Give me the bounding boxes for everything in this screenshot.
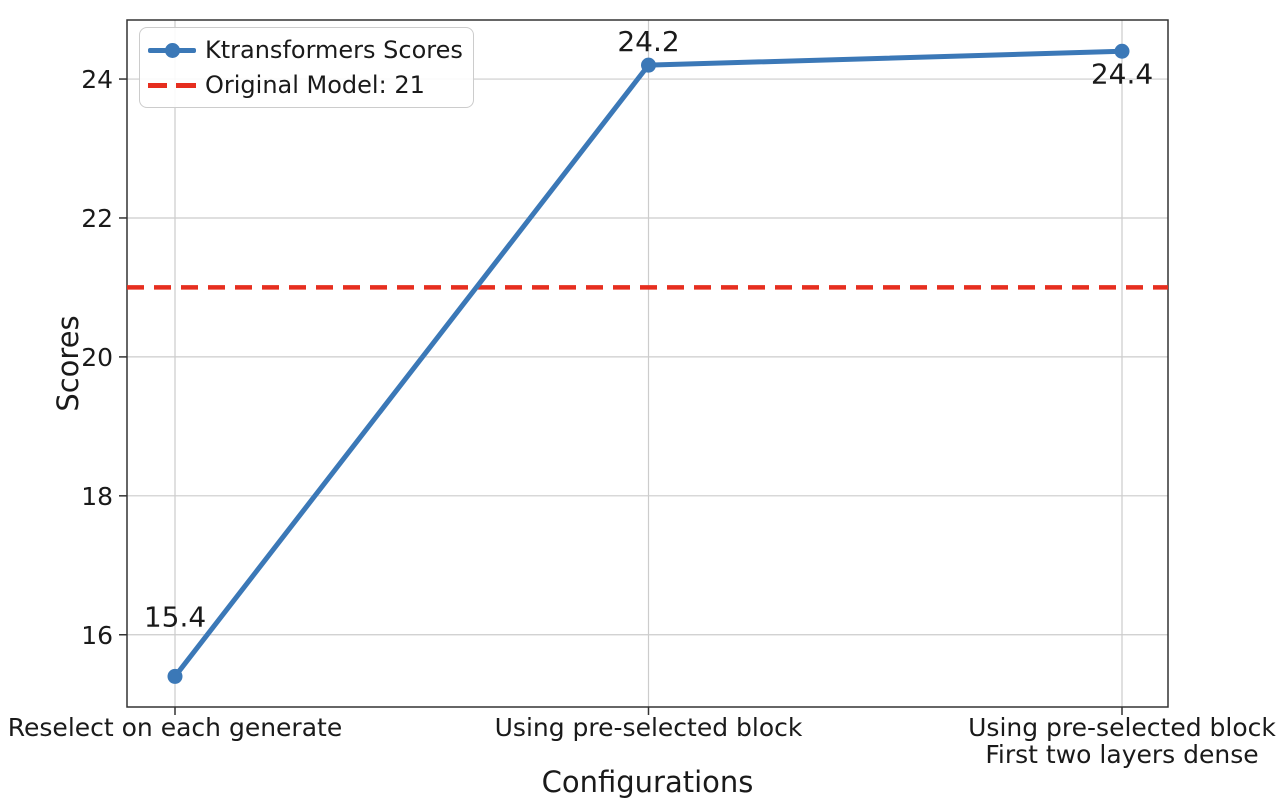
data-point-marker [167,668,183,684]
legend-circle-marker-icon [164,42,180,58]
legend-label-series: Ktransformers Scores [205,36,463,64]
legend-label-baseline: Original Model: 21 [205,71,425,99]
point-value-label: 15.4 [144,600,206,633]
legend-dashed-line-icon [148,82,196,88]
y-tick-label: 24 [81,65,113,94]
data-point-marker [1114,43,1130,59]
chart-legend: Ktransformers Scores Original Model: 21 [139,27,474,108]
data-point-marker [641,57,656,73]
y-axis-title: Scores [51,315,85,411]
y-tick-label: 16 [81,621,113,650]
plot-border [126,19,1169,708]
legend-solid-line-with-marker-icon [148,42,196,58]
y-tick-label: 18 [81,482,113,511]
legend-item-original-model: Original Model: 21 [148,69,463,101]
point-value-label: 24.4 [1091,57,1153,90]
x-tick-label: First two layers dense [985,740,1258,769]
x-tick-label: Using pre-selected block [495,713,803,742]
y-tick-label: 22 [81,204,113,233]
y-tick-label: 20 [81,343,113,372]
x-axis-title: Configurations [542,765,754,799]
point-value-label: 24.2 [617,25,679,58]
x-tick-label: Reselect on each generate [8,713,342,742]
x-tick-label: Using pre-selected block [968,713,1276,742]
legend-item-ktransformers-scores: Ktransformers Scores [148,34,463,66]
